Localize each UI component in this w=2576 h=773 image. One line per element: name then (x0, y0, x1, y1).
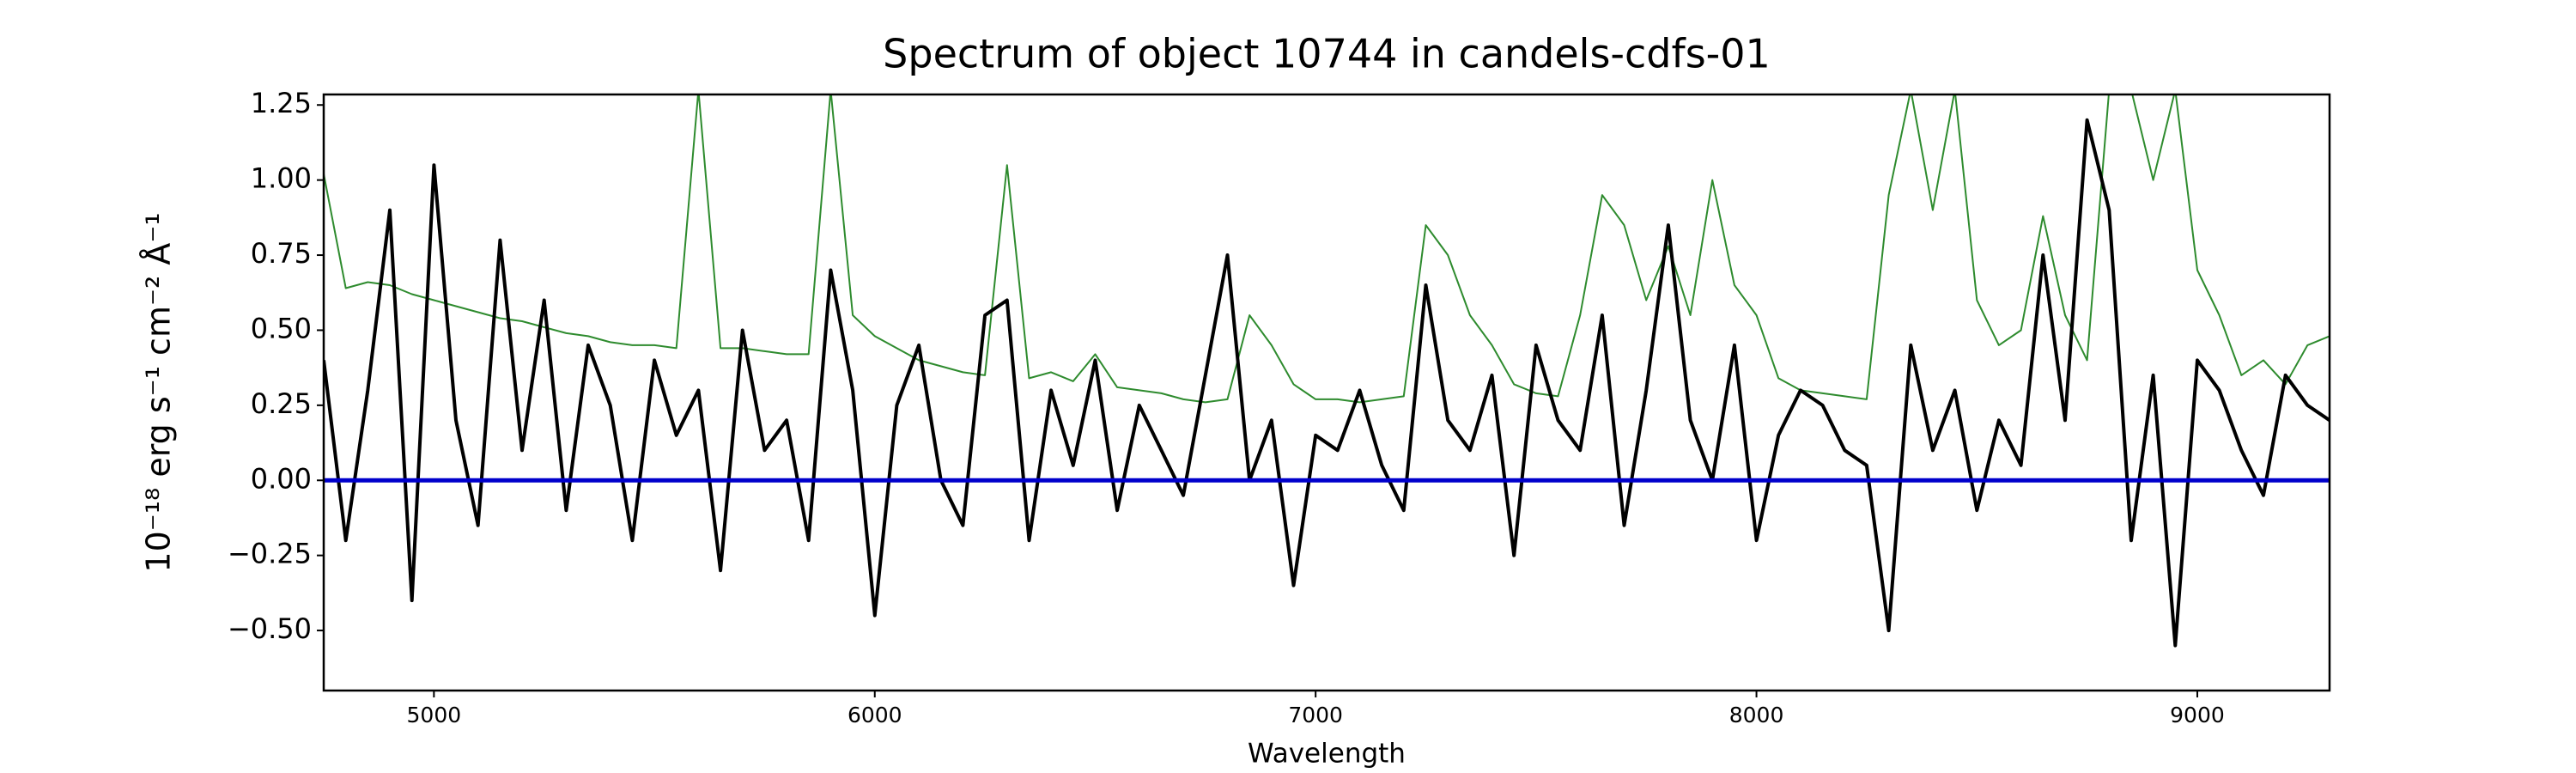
y-tick-label: 0.75 (251, 237, 312, 270)
x-axis-label: Wavelength (1248, 739, 1406, 770)
x-tick-label: 6000 (848, 703, 902, 727)
x-tick-label: 9000 (2170, 703, 2225, 727)
x-tick-label: 7000 (1288, 703, 1343, 727)
plot-area (324, 94, 2330, 648)
spectrum-line (324, 94, 2330, 404)
plot-frame (322, 93, 2331, 692)
y-tick-label: 0.50 (251, 312, 312, 344)
chart-title: Spectrum of object 10744 in candels-cdfs… (883, 31, 1771, 77)
y-tick-label: 1.00 (251, 162, 312, 195)
y-tick-label: 1.25 (251, 87, 312, 119)
y-tick-label: −0.50 (228, 612, 312, 645)
y-axis-label: 10⁻¹⁸ erg s⁻¹ cm⁻² Å⁻¹ (140, 212, 178, 572)
y-tick-label: 0.00 (251, 462, 312, 495)
x-tick-label: 5000 (407, 703, 462, 727)
y-tick-label: 0.25 (251, 387, 312, 420)
x-tick-label: 8000 (1729, 703, 1784, 727)
y-tick-label: −0.25 (228, 538, 312, 570)
spectrum-line (324, 118, 2330, 648)
